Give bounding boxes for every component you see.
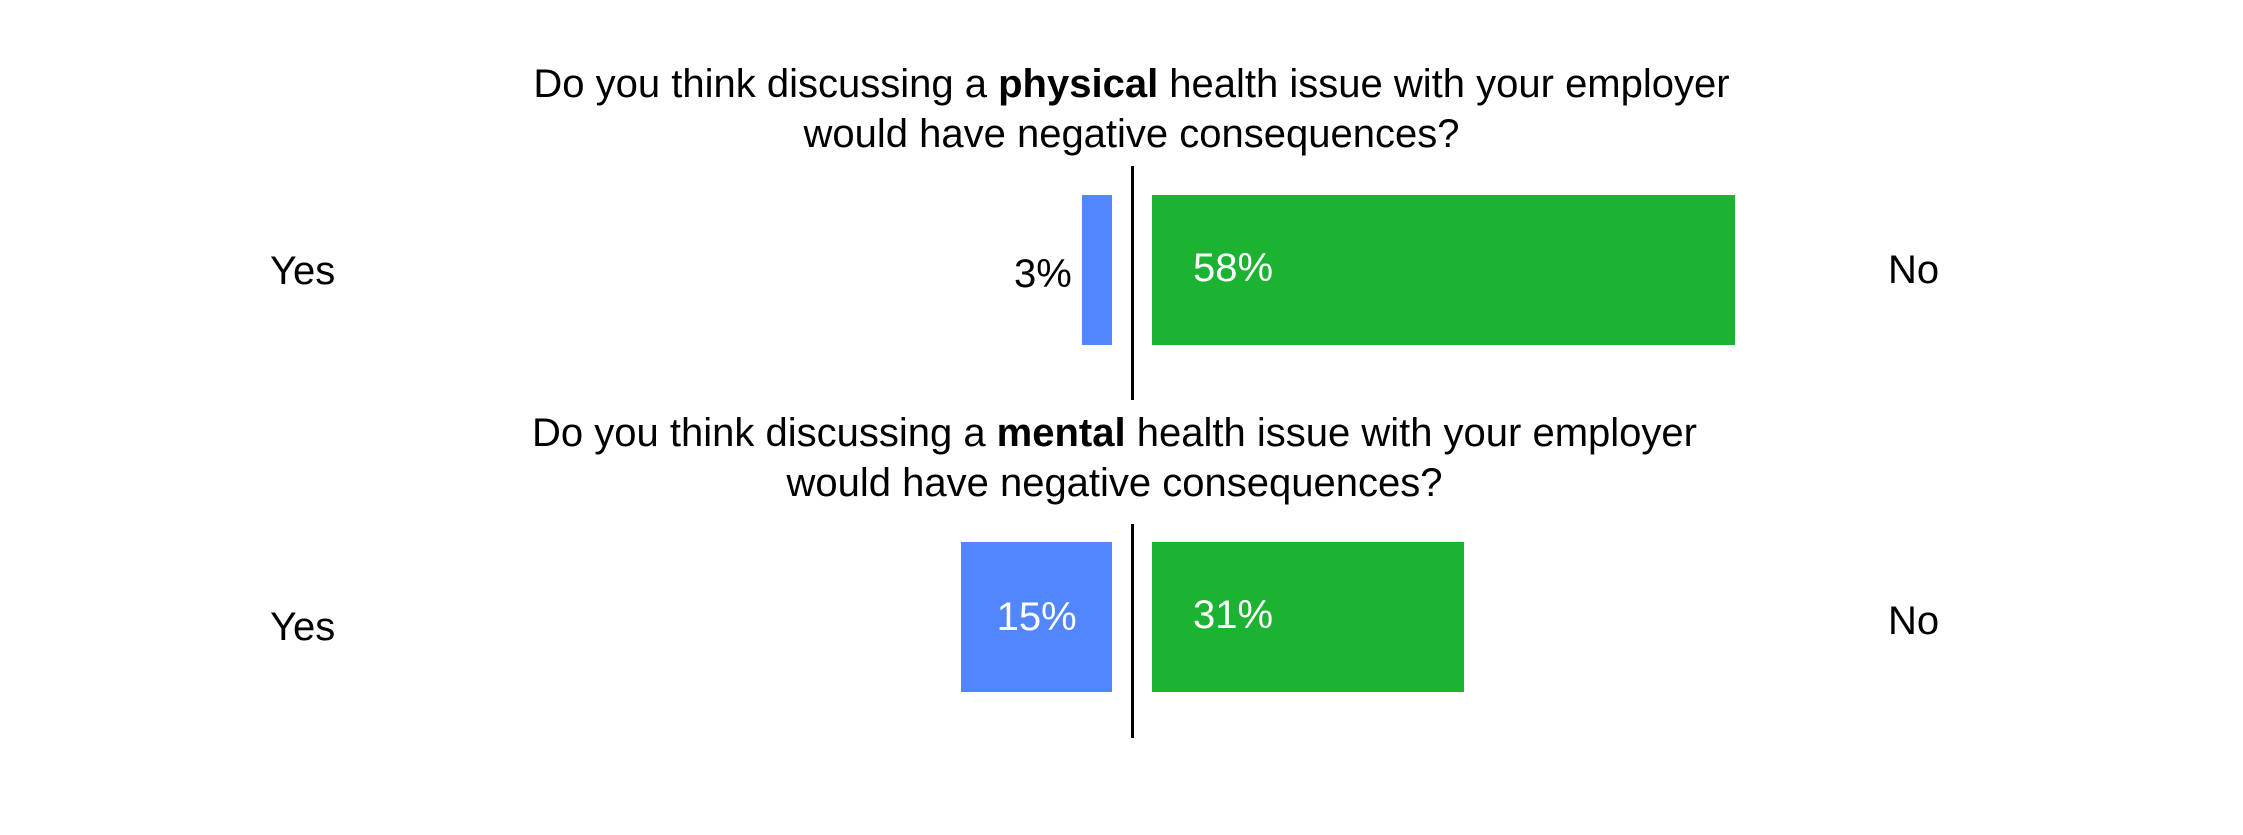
center-axis [1131,166,1134,400]
yes-label: Yes [270,605,336,649]
title-line-1: Do you think discussing a mental health … [0,408,2229,458]
title-emphasis: physical [998,62,1159,106]
chart-title-mental: Do you think discussing a mental health … [0,408,2229,508]
yes-label: Yes [270,249,336,293]
value-label-yes: 3% [1014,252,1072,296]
title-text-before: Do you think discussing a [533,62,999,106]
title-text-after: health issue with your employer [1125,411,1697,455]
value-label-no: 58% [1193,246,1274,290]
bar-no [1152,195,1735,345]
value-label-no: 31% [1193,593,1274,637]
value-label-yes: 15% [996,595,1077,639]
center-axis [1131,524,1134,738]
bar-yes [1081,195,1112,345]
title-line-2: would have negative consequences? [803,112,1460,156]
no-label: No [1888,599,1940,643]
no-label: No [1888,248,1940,292]
title-text-before: Do you think discussing a [531,411,997,455]
chart-title-physical: Do you think discussing a physical healt… [0,59,2243,159]
title-text-after: health issue with your employer [1158,62,1730,106]
title-line-1: Do you think discussing a physical healt… [0,59,2243,109]
title-emphasis: mental [996,411,1126,455]
title-line-2: would have negative consequences? [786,461,1443,505]
bar-yes [961,542,1112,692]
bar-no [1152,542,1464,692]
